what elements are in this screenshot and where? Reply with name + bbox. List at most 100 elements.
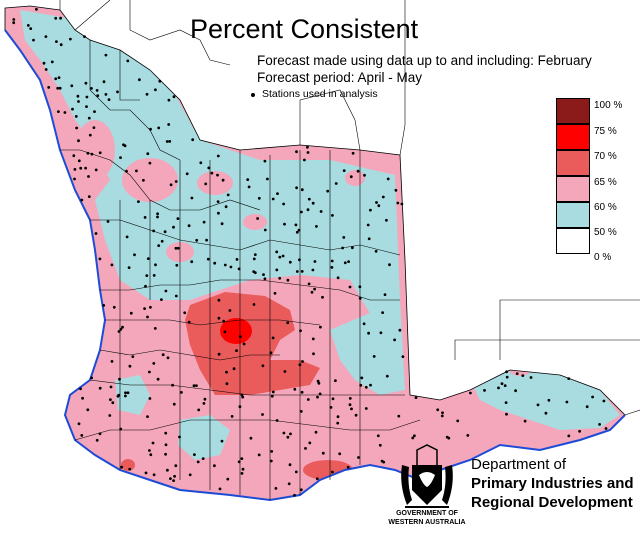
station-dot	[226, 477, 230, 481]
station-dot	[301, 360, 304, 363]
station-dot	[163, 230, 167, 234]
station-dot	[217, 352, 221, 356]
station-dot	[348, 285, 352, 289]
station-dot	[342, 236, 346, 239]
station-dot	[157, 244, 161, 248]
station-dot	[192, 384, 196, 388]
station-dot	[271, 336, 275, 340]
station-dot	[261, 413, 264, 416]
station-dot	[96, 94, 100, 98]
station-dot	[304, 447, 307, 450]
station-dot	[116, 90, 119, 94]
station-dot	[286, 321, 290, 325]
station-dot	[146, 415, 149, 418]
station-dot	[145, 92, 149, 96]
station-dot	[84, 81, 88, 85]
legend-swatch-75	[556, 124, 590, 150]
station-dot	[171, 383, 175, 387]
station-dot	[58, 86, 62, 90]
station-dot	[116, 394, 120, 398]
station-dot	[358, 285, 362, 289]
station-dot	[381, 311, 384, 314]
page-title: Percent Consistent	[190, 14, 419, 44]
legend-swatch-70	[556, 150, 590, 176]
station-dot	[119, 328, 123, 331]
station-dot	[348, 403, 352, 407]
station-dot	[86, 408, 90, 412]
station-dot	[69, 37, 72, 41]
station-dot	[505, 375, 509, 379]
station-dot	[124, 394, 127, 398]
station-dot	[253, 253, 257, 256]
station-dot	[135, 169, 138, 173]
station-dot	[378, 443, 382, 447]
station-dot	[230, 415, 234, 418]
station-dot	[331, 470, 334, 474]
station-dot	[466, 434, 470, 437]
station-dot	[295, 230, 299, 234]
station-dot	[57, 76, 61, 79]
station-dot	[294, 223, 298, 227]
station-dot	[436, 408, 440, 412]
station-dot	[287, 482, 291, 486]
station-dot	[59, 16, 62, 20]
station-dot	[77, 139, 80, 143]
station-dot	[148, 161, 152, 165]
station-dot	[151, 441, 155, 445]
station-dot	[238, 405, 242, 409]
legend-swatch-65	[556, 176, 590, 202]
station-dot	[126, 59, 130, 63]
station-dot	[119, 156, 122, 160]
station-dot	[71, 107, 74, 111]
station-dot	[90, 376, 93, 380]
station-dot	[275, 268, 279, 272]
station-dot	[156, 212, 160, 216]
station-dot	[300, 270, 304, 273]
station-dot	[204, 182, 208, 186]
station-dot	[441, 411, 444, 415]
station-dot	[161, 353, 165, 357]
station-dot	[225, 382, 229, 386]
coastline	[4, 29, 626, 502]
station-dot	[87, 195, 91, 199]
station-dot	[164, 452, 168, 456]
station-dot	[174, 246, 178, 250]
station-dot	[369, 383, 372, 387]
station-dot	[286, 435, 290, 439]
station-dot	[536, 403, 540, 407]
station-dot	[393, 338, 396, 342]
station-dot	[310, 290, 314, 294]
station-dot	[257, 196, 261, 200]
station-dot	[483, 389, 486, 392]
station-dot	[143, 307, 147, 310]
station-dot	[567, 434, 571, 438]
station-dot	[44, 68, 48, 71]
station-dot	[128, 364, 132, 368]
legend-swatch-60	[556, 202, 590, 228]
station-dot	[315, 477, 319, 481]
station-dot	[85, 105, 88, 108]
station-dot	[354, 413, 358, 417]
station-dot	[585, 405, 589, 409]
station-dot	[167, 98, 171, 102]
station-dot	[111, 401, 115, 405]
station-dot	[330, 266, 334, 269]
station-dot	[131, 355, 135, 358]
station-dot	[12, 21, 16, 25]
station-dot	[298, 258, 301, 262]
station-dot	[167, 123, 171, 126]
station-dot	[148, 370, 151, 374]
station-dot	[271, 197, 275, 201]
station-dot	[102, 80, 106, 84]
station-dot	[316, 395, 319, 399]
station-dot	[505, 412, 508, 416]
station-dot	[152, 362, 156, 365]
station-dot	[360, 376, 364, 380]
station-dot	[152, 229, 156, 233]
station-dot	[262, 273, 265, 276]
station-dot	[144, 471, 148, 475]
legend-label: 100 %	[594, 100, 623, 111]
station-dot	[146, 152, 150, 156]
station-dot	[87, 175, 90, 178]
legend-label: 70 %	[594, 151, 617, 162]
